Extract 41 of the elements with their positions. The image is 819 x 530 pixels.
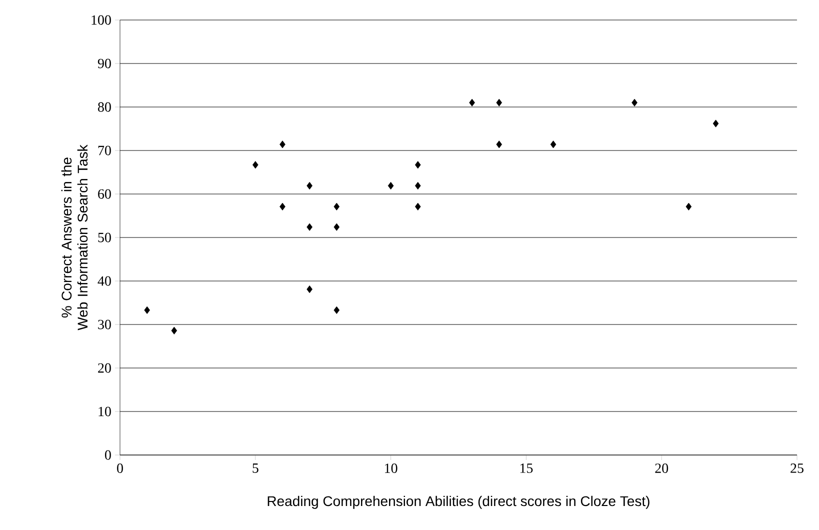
point	[334, 223, 340, 231]
point	[414, 202, 421, 210]
x-tick-label: 15	[520, 464, 533, 473]
point	[280, 140, 286, 148]
point	[306, 223, 312, 231]
x-tick-label: 5	[252, 464, 258, 473]
point	[306, 182, 312, 190]
y-tick-label: 50	[98, 232, 111, 242]
point	[280, 202, 286, 210]
point	[171, 326, 178, 334]
point	[550, 140, 556, 148]
y-tick-label: 100	[92, 15, 111, 25]
x-tick-label: 25	[790, 464, 804, 473]
x-tick-label: 20	[655, 464, 668, 473]
point	[496, 140, 502, 148]
y-tick-label: 0	[105, 450, 111, 460]
point	[414, 182, 421, 190]
y-tick-label: 20	[98, 363, 111, 373]
point	[306, 285, 312, 294]
x-tick-label: 0	[117, 464, 123, 473]
x-axis-title: Reading Comprehension Abilities (direct scores in Cloze Test)	[268, 496, 650, 509]
point	[686, 202, 692, 210]
point	[252, 161, 258, 169]
point	[334, 202, 340, 210]
y-tick-label: 90	[98, 58, 111, 68]
y-tick-label: 40	[98, 276, 111, 286]
point	[496, 98, 502, 106]
point	[469, 98, 475, 106]
y-tick-label: 70	[98, 146, 111, 156]
x-tick-label: 10	[385, 464, 398, 473]
y-tick-label: 10	[98, 406, 111, 416]
point	[334, 306, 340, 314]
point	[144, 306, 150, 314]
point	[388, 182, 394, 190]
y-axis-title: % Correct Answers in the Web Information Search Task	[61, 144, 88, 330]
y-tick-label: 30	[98, 320, 111, 330]
point	[414, 161, 421, 169]
point	[632, 98, 638, 106]
point	[712, 120, 719, 128]
y-tick-label: 80	[98, 102, 111, 112]
y-tick-label: 60	[98, 189, 111, 199]
